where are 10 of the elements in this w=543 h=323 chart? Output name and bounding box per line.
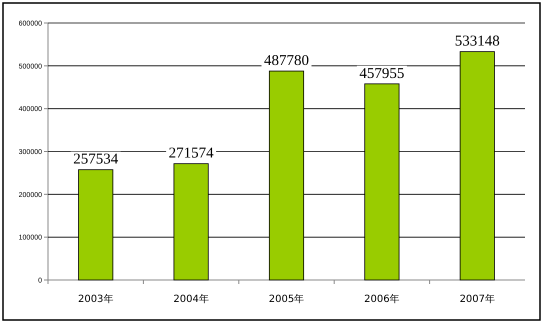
x-tick-label: 2003年: [78, 293, 114, 305]
data-label: 487780: [264, 53, 309, 70]
x-tick-label: 2004年: [173, 293, 209, 305]
x-tick-label: 2007年: [460, 293, 496, 305]
x-tick-label: 2006年: [364, 293, 400, 305]
data-label: 271574: [168, 146, 214, 162]
data-label: 533148: [454, 34, 500, 50]
data-label: 257534: [73, 152, 119, 168]
data-label: 457955: [359, 66, 404, 82]
x-tick-label: 2005年: [268, 293, 304, 305]
